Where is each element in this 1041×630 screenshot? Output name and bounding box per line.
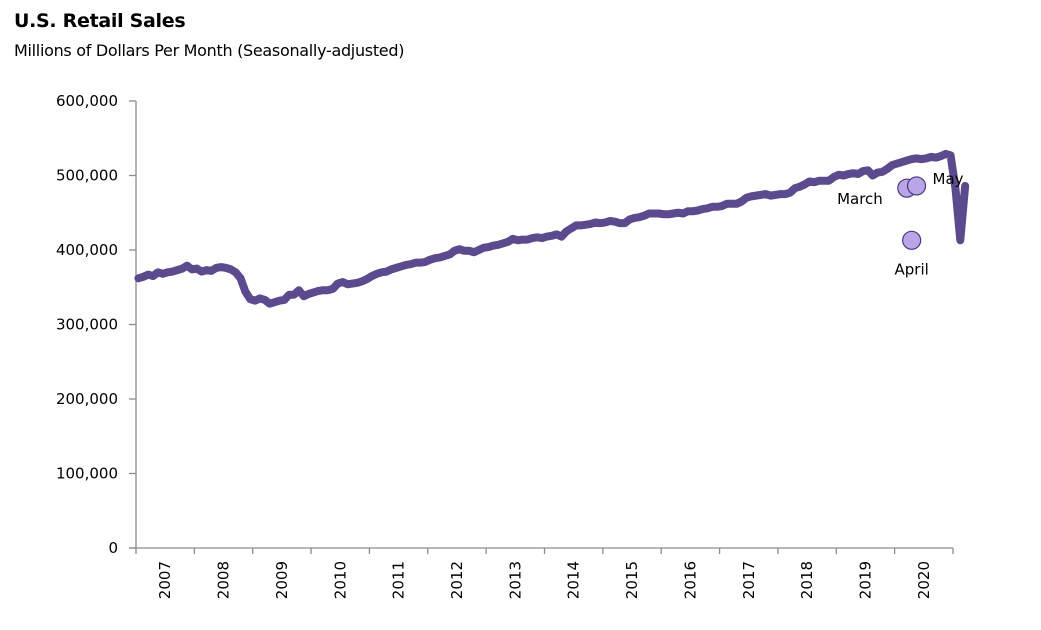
- annotation-april: April: [895, 260, 929, 278]
- x-tick-label: 2017: [740, 561, 758, 599]
- marker-may: [906, 176, 927, 196]
- y-tick-label: 500,000: [56, 167, 118, 185]
- series-line: [134, 149, 970, 308]
- annotation-may: May: [933, 170, 964, 188]
- y-tick-label: 0: [108, 539, 118, 557]
- x-tick-label: 2007: [156, 561, 174, 599]
- y-tick-label: 100,000: [56, 465, 118, 483]
- x-tick-label: 2019: [856, 561, 874, 599]
- y-tick-label: 600,000: [56, 92, 118, 110]
- series-layer: [134, 149, 970, 308]
- x-tick-label: 2012: [448, 561, 466, 599]
- x-axis: 2007 2008 2009 2010 2011 2012 2013 2014 2015 2016…: [129, 547, 954, 599]
- x-tick-label: 2015: [623, 561, 641, 599]
- x-tick-label: 2018: [798, 561, 816, 599]
- chart-subtitle: Millions of Dollars Per Month (Seasonall…: [14, 41, 405, 60]
- x-tick-label: 2008: [215, 561, 233, 599]
- x-tick-label: 2020: [915, 561, 933, 599]
- x-tick-label: 2009: [273, 561, 291, 599]
- x-tick-label: 2016: [681, 561, 699, 599]
- annotation-layer: March April May: [837, 170, 964, 278]
- y-tick-label: 200,000: [56, 390, 118, 408]
- y-tick-label: 300,000: [56, 316, 118, 334]
- annotation-march: March: [837, 190, 883, 208]
- x-tick-label: 2014: [565, 561, 583, 599]
- x-tick-label: 2010: [331, 561, 349, 599]
- marker-april: [902, 230, 922, 250]
- y-tick-label: 400,000: [56, 241, 118, 259]
- x-tick-label: 2011: [390, 561, 408, 599]
- x-tick-label: 2013: [506, 561, 524, 599]
- marker-layer: [897, 176, 927, 250]
- y-axis: 0 100,000 200,000 300,000 400,000 500,000 600,…: [56, 92, 137, 557]
- chart-title: U.S. Retail Sales: [14, 10, 186, 32]
